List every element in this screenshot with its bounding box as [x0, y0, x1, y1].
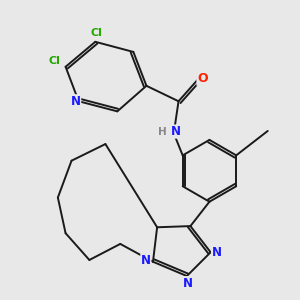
Text: N: N — [183, 277, 193, 290]
Text: N: N — [71, 95, 81, 108]
Text: Cl: Cl — [91, 28, 102, 38]
Text: O: O — [197, 72, 208, 85]
Text: N: N — [171, 125, 181, 138]
Text: N: N — [212, 246, 222, 259]
Text: N: N — [141, 254, 151, 267]
Text: Cl: Cl — [49, 56, 61, 66]
Text: H: H — [158, 127, 166, 136]
